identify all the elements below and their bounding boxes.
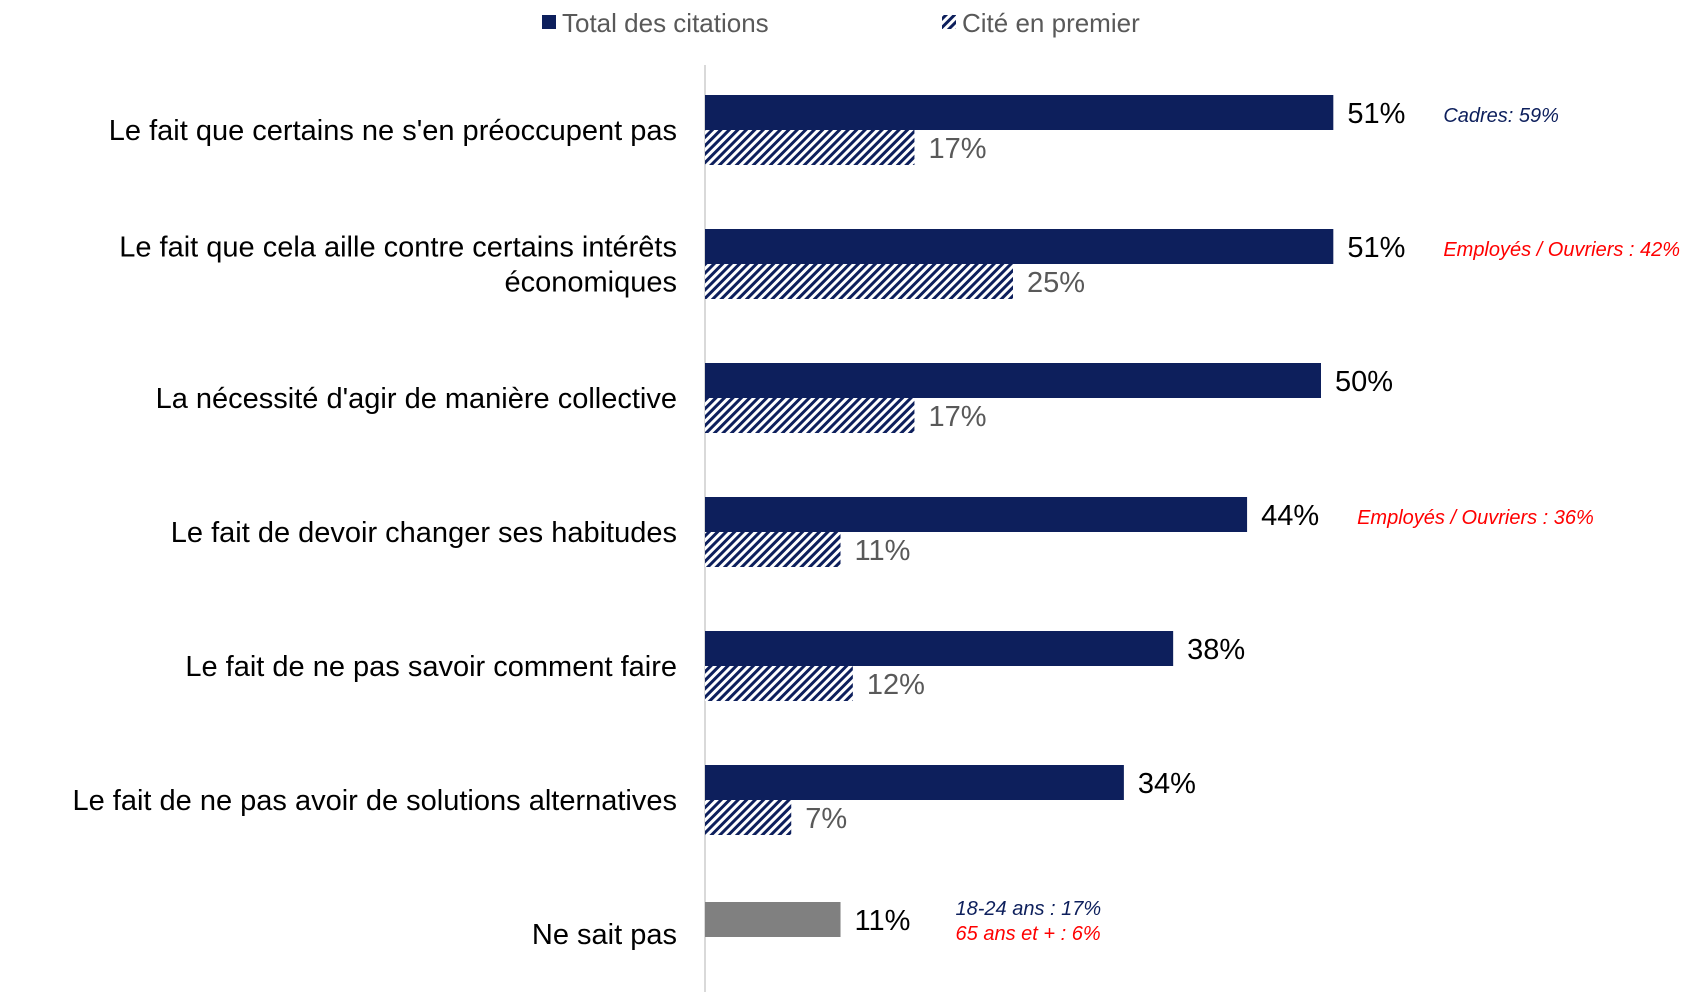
category-label: économiques — [505, 267, 678, 299]
legend-swatch-first — [942, 15, 956, 29]
bar-first — [705, 264, 1013, 299]
bar-total — [705, 765, 1124, 800]
value-label-dontknow: 11% — [855, 905, 911, 937]
value-label-first: 12% — [867, 669, 925, 701]
category-label: Le fait que certains ne s'en préoccupent… — [109, 115, 677, 147]
legend-label-first: Cité en premier — [962, 8, 1140, 38]
annotation-text: Employés / Ouvriers : 36% — [1357, 507, 1594, 529]
category-label: Le fait de ne pas avoir de solutions alt… — [72, 785, 677, 817]
bar-dontknow — [705, 902, 841, 937]
legend: Total des citations Cité en premier — [542, 8, 1140, 38]
category-label: La nécessité d'agir de manière collectiv… — [156, 383, 677, 415]
annotation-text: Employés / Ouvriers : 42% — [1443, 239, 1680, 261]
value-label-first: 7% — [805, 803, 847, 835]
bar-first — [705, 532, 841, 567]
value-label-total: 44% — [1261, 500, 1319, 532]
category-label: Le fait de devoir changer ses habitudes — [171, 517, 677, 549]
value-label-total: 51% — [1347, 232, 1405, 264]
bar-total — [705, 229, 1334, 264]
value-label-total: 50% — [1335, 366, 1393, 398]
bar-first — [705, 130, 915, 165]
bar-total — [705, 497, 1248, 532]
value-label-total: 34% — [1138, 768, 1196, 800]
category-label: Le fait que cela aille contre certains i… — [119, 232, 677, 264]
category-label: Le fait de ne pas savoir comment faire — [185, 651, 677, 683]
bar-total — [705, 95, 1334, 130]
value-label-first: 25% — [1027, 267, 1085, 299]
annotation-text: 65 ans et + : 6% — [956, 923, 1101, 945]
bar-total — [705, 631, 1174, 666]
value-label-first: 17% — [928, 133, 986, 165]
legend-label-total: Total des citations — [562, 8, 769, 38]
bar-total — [705, 363, 1321, 398]
category-label: Ne sait pas — [532, 919, 677, 951]
value-label-first: 17% — [928, 401, 986, 433]
value-label-first: 11% — [855, 535, 911, 567]
annotation-text: 18-24 ans : 17% — [956, 898, 1102, 920]
bar-first — [705, 666, 853, 701]
bar-first — [705, 800, 792, 835]
bar-first — [705, 398, 915, 433]
value-label-total: 38% — [1187, 634, 1245, 666]
value-label-total: 51% — [1347, 98, 1405, 130]
legend-swatch-total — [542, 15, 556, 29]
annotation-text: Cadres: 59% — [1443, 105, 1559, 127]
plot-area: Le fait que certains ne s'en préoccupent… — [72, 95, 1680, 951]
